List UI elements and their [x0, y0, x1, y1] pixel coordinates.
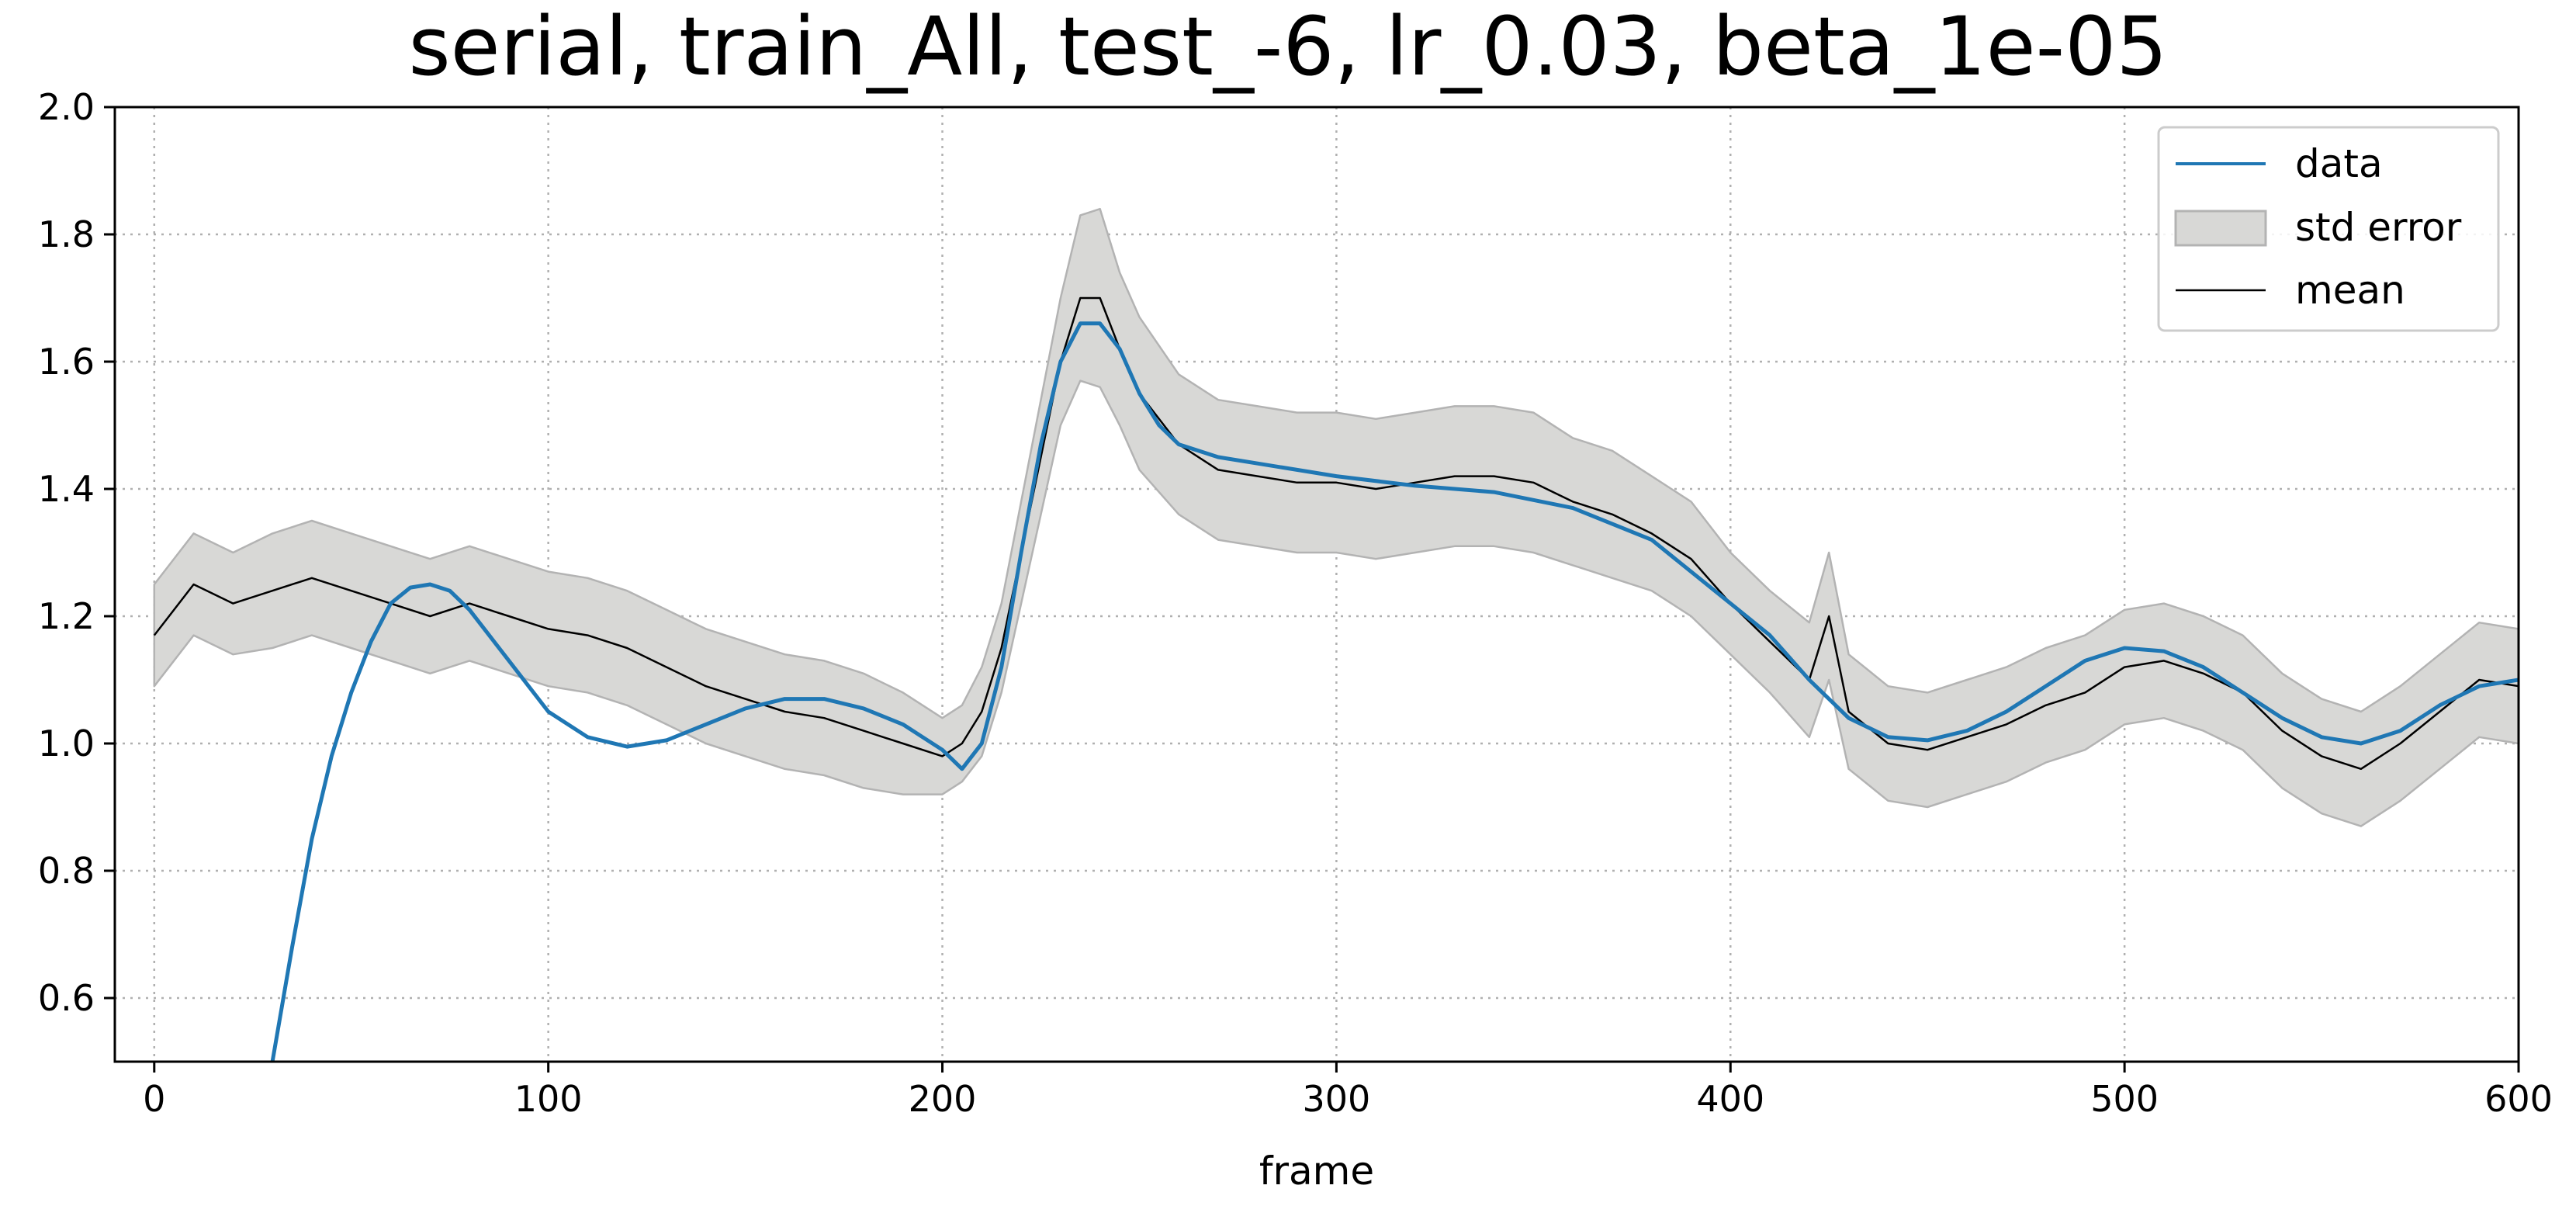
x-tick-label: 100	[514, 1078, 583, 1120]
series-layer	[153, 207, 2519, 1062]
x-tick-label: 500	[2090, 1078, 2159, 1120]
std-error-band	[153, 207, 2519, 827]
legend-frame	[2157, 126, 2500, 332]
x-tick-label: 600	[2484, 1078, 2553, 1120]
y-tick-label: 1.4	[38, 468, 95, 510]
y-tick-label: 1.8	[38, 213, 95, 255]
x-tick-label: 400	[1696, 1078, 1764, 1120]
legend-std-error-swatch	[2174, 210, 2267, 247]
x-tick-label: 0	[143, 1078, 165, 1120]
legend-mean-label: mean	[2295, 268, 2405, 313]
x-axis-ticks: 0 100 200 300 400 500 600	[143, 1062, 2553, 1120]
y-tick-label: 1.6	[38, 341, 95, 383]
x-axis-label: frame	[1259, 1149, 1374, 1194]
y-tick-label: 2.0	[38, 86, 95, 128]
legend-data-label: data	[2295, 141, 2383, 186]
y-tick-label: 0.6	[38, 977, 95, 1019]
y-tick-label: 1.0	[38, 723, 95, 764]
mean-series-line	[153, 296, 2519, 771]
legend: data std error mean	[2157, 126, 2500, 332]
x-tick-label: 300	[1302, 1078, 1370, 1120]
y-tick-label: 1.2	[38, 595, 95, 637]
x-tick-label: 200	[909, 1078, 977, 1120]
plot-frame	[113, 106, 2520, 1063]
data-series-line	[270, 321, 2519, 1062]
legend-std-error-label: std error	[2295, 205, 2462, 250]
chart-title: serial, train_All, test_-6, lr_0.03, bet…	[408, 0, 2167, 94]
y-axis-ticks: 0.6 0.8 1.0 1.2 1.4 1.6 1.8 2.0	[38, 86, 115, 1019]
plot-area	[153, 207, 2519, 1062]
y-tick-label: 0.8	[38, 850, 95, 892]
